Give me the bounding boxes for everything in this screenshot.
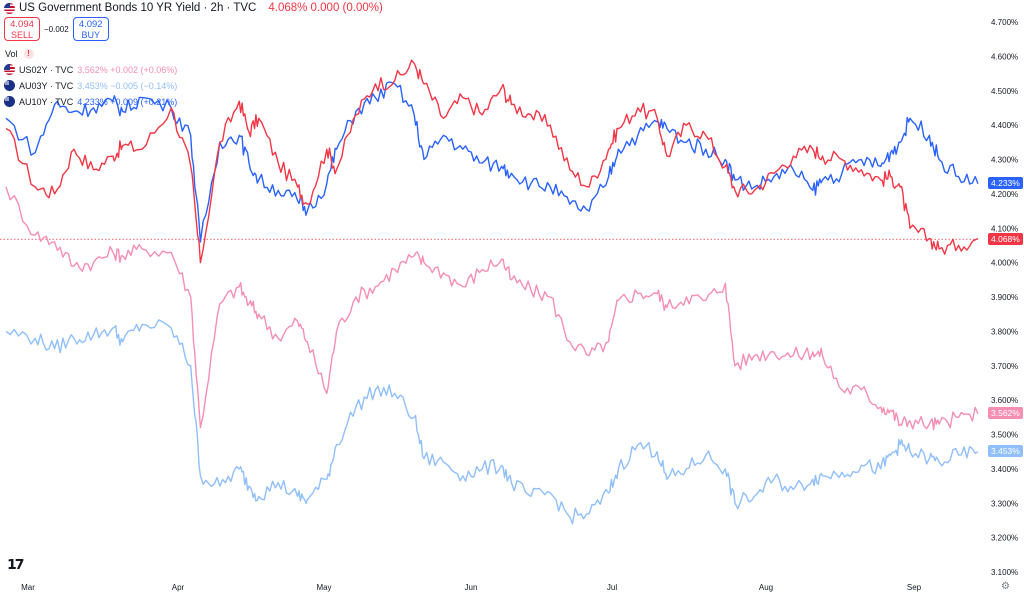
buy-price: 4.092: [78, 19, 103, 30]
y-tick-label: 3.400%: [991, 465, 1018, 474]
y-tick-label: 4.700%: [991, 18, 1018, 27]
y-tick-label: 4.500%: [991, 87, 1018, 96]
price-label-us10y: 4.068%: [988, 233, 1023, 246]
y-tick-label: 3.500%: [991, 431, 1018, 440]
buy-button[interactable]: 4.092 BUY: [72, 17, 109, 41]
volume-label: Vol: [5, 49, 18, 59]
australia-flag-icon: [4, 80, 15, 91]
legend-item-au10y[interactable]: AU10Y · TVC 4.233% +0.009 (+0.21%): [4, 96, 177, 107]
y-tick-label: 4.300%: [991, 156, 1018, 165]
x-tick-label: Mar: [21, 583, 35, 592]
x-tick-label: Apr: [172, 583, 185, 592]
legend-value: 3.453% −0.005 (−0.14%): [77, 80, 178, 91]
x-tick-label: Aug: [759, 583, 773, 592]
legend-name: US02Y · TVC: [19, 64, 74, 75]
series-line-2: [5, 319, 979, 525]
legend-name: AU03Y · TVC: [19, 80, 74, 91]
us-flag-icon: [4, 64, 15, 75]
spread-value: −0.002: [44, 24, 69, 34]
chart-header[interactable]: US Government Bonds 10 YR Yield · 2h · T…: [4, 2, 383, 14]
y-tick-label: 4.400%: [991, 121, 1018, 130]
price-label-au03y: 3.453%: [988, 444, 1023, 457]
legend-value: 4.233% +0.009 (+0.21%): [77, 96, 178, 107]
australia-flag-icon: [4, 96, 15, 107]
volume-legend[interactable]: Vol !: [5, 49, 34, 59]
x-tick-label: Jun: [465, 583, 478, 592]
x-axis: Mar Apr May Jun Jul Aug Sep: [21, 583, 922, 592]
y-tick-label: 4.100%: [991, 224, 1018, 233]
legend-item-au03y[interactable]: AU03Y · TVC 3.453% −0.005 (−0.14%): [4, 80, 177, 91]
last-price: 4.068% 0.000 (0.00%): [268, 2, 383, 14]
legend-name: AU10Y · TVC: [19, 96, 74, 107]
price-label-us02y: 3.562%: [988, 407, 1023, 420]
y-tick-label: 3.100%: [991, 568, 1018, 577]
symbol-title[interactable]: US Government Bonds 10 YR Yield · 2h · T…: [19, 2, 257, 14]
price-label-au10y: 4.233%: [988, 176, 1023, 189]
sell-price: 4.094: [10, 19, 34, 30]
series-layer: [5, 59, 979, 525]
series-line-3: [5, 81, 979, 243]
series-line-0: [5, 59, 979, 264]
y-tick-label: 4.600%: [991, 52, 1018, 61]
series-line-1: [5, 186, 979, 431]
y-tick-label: 3.300%: [991, 499, 1018, 508]
y-tick-label: 3.200%: [991, 534, 1018, 543]
us-flag-icon: [4, 2, 15, 14]
x-tick-label: Jul: [607, 583, 617, 592]
y-tick-label: 3.600%: [991, 396, 1018, 405]
y-axis: 4.700% 4.600% 4.500% 4.400% 4.300% 4.200% 4.10…: [991, 18, 1018, 577]
warning-icon[interactable]: !: [23, 49, 34, 59]
legend-item-us02y[interactable]: US02Y · TVC 3.562% +0.002 (+0.06%): [4, 64, 177, 75]
y-tick-label: 4.000%: [991, 259, 1018, 268]
x-tick-label: May: [316, 583, 331, 592]
trade-panel: 4.094 SELL −0.002 4.092 BUY: [4, 17, 109, 41]
y-tick-label: 3.800%: [991, 327, 1018, 336]
buy-label: BUY: [81, 30, 100, 40]
sell-label: SELL: [10, 30, 34, 40]
y-tick-label: 3.700%: [991, 362, 1018, 371]
gear-icon[interactable]: ⚙: [1001, 581, 1010, 592]
y-tick-label: 3.900%: [991, 293, 1018, 302]
legend-value: 3.562% +0.002 (+0.06%): [77, 64, 178, 75]
x-tick-label: Sep: [907, 583, 922, 592]
tradingview-logo[interactable]: 𝟭𝟳: [7, 556, 25, 572]
sell-button[interactable]: 4.094 SELL: [4, 17, 40, 41]
y-tick-label: 4.200%: [991, 190, 1018, 199]
